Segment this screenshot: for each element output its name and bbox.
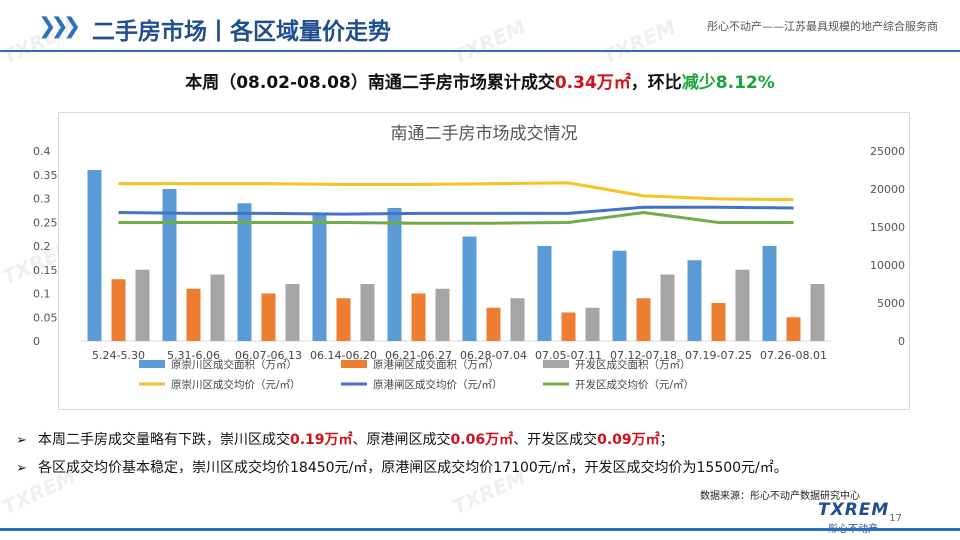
bar [786, 317, 801, 341]
legend-label: 开发区成交均价（元/㎡） [575, 378, 694, 391]
bar [411, 293, 426, 341]
bar [660, 274, 675, 341]
y-left-tick-label: 0.1 [33, 288, 51, 301]
chart-title: 南通二手房市场成交情况 [390, 124, 578, 144]
chart-panel: 南通二手房市场成交情况 0 0.05 0.1 0.15 0.2 0.25 0.3 0.35 0.… [33, 112, 910, 410]
x-tick-label: 07.05-07.11 [535, 349, 602, 362]
bar [711, 303, 726, 341]
y-left-tick-label: 0.4 [33, 145, 51, 158]
bar [612, 250, 627, 341]
bar [162, 189, 177, 341]
page-title: 二手房市场丨各区域量价走势 [92, 19, 391, 45]
y-right-tick-label: 20000 [870, 183, 905, 196]
y-left-tick-label: 0.15 [33, 264, 58, 277]
bar [186, 288, 201, 341]
highlight-value: 0.09万㎡ [597, 432, 660, 448]
y-left-tick-label: 0.2 [33, 240, 51, 253]
bar [687, 260, 702, 341]
x-tick-label: 07.12-07.18 [610, 349, 677, 362]
highlight-value: 0.19万㎡ [290, 432, 353, 448]
highlight-value: 0.06万㎡ [450, 432, 514, 448]
series-line [118, 205, 794, 216]
bar [237, 203, 252, 341]
x-tick-label: 07.19-07.25 [685, 349, 752, 362]
x-tick-label: 5.24-5.30 [92, 349, 145, 362]
series-line [118, 211, 794, 225]
legend-label: 原港闸区成交均价（元/㎡） [373, 378, 503, 391]
bullet-item: ➢ 本周二手房成交量略有下跌，崇川区成交0.19万㎡、原港闸区成交0.06万㎡、开… [16, 428, 946, 456]
x-tick-label: 06.14-06.20 [310, 349, 377, 362]
bar [387, 208, 402, 341]
y-right-tick-label: 25000 [870, 145, 905, 158]
series-line [118, 181, 794, 202]
y-right-tick-label: 10000 [870, 259, 905, 272]
bar [135, 269, 150, 341]
bar [336, 298, 351, 341]
y-right-tick-label: 0 [898, 335, 905, 348]
bullet-item: ➢ 各区成交均价基本稳定，崇川区成交均价18450元/㎡，原港闸区成交均价1710… [16, 456, 946, 484]
summary-headline: 本周（08.02-08.08）南通二手房市场累计成交0.34万㎡，环比减少8.1… [0, 68, 960, 93]
chart-svg: 0 0.05 0.1 0.15 0.2 0.25 0.3 0.35 0.4 0 5000 10000 1… [33, 145, 905, 391]
legend-label: 原港闸区成交面积（万㎡） [373, 358, 499, 371]
bar [111, 279, 126, 341]
legend-label: 开发区成交面积（万㎡） [575, 358, 691, 371]
legend-swatch [543, 360, 569, 368]
bar [462, 236, 477, 341]
bar [762, 246, 777, 341]
footer-divider [0, 528, 960, 531]
bar [486, 307, 501, 341]
summary-total: 0.34万㎡ [554, 73, 631, 93]
y-left-tick-label: 0.05 [33, 311, 58, 324]
data-source: 数据来源：彤心不动产数据研究中心 [700, 491, 860, 502]
page-number: 17 [889, 513, 902, 524]
legend-swatch [341, 360, 367, 368]
x-tick-label: 06.21-06.27 [385, 349, 452, 362]
bullet-list: ➢ 本周二手房成交量略有下跌，崇川区成交0.19万㎡、原港闸区成交0.06万㎡、开… [16, 428, 946, 484]
y-left-tick-label: 0.25 [33, 216, 58, 229]
x-tick-label: 06.07-06.13 [235, 349, 302, 362]
x-tick-label: 06.28-07.04 [460, 349, 527, 362]
bar [561, 312, 576, 341]
bar [585, 307, 600, 341]
y-right-tick-label: 5000 [877, 297, 905, 310]
arrow-bullet-icon: ➢ [16, 461, 27, 476]
bar [735, 269, 750, 341]
legend-swatch [139, 360, 165, 368]
bar [435, 288, 450, 341]
bar [810, 284, 825, 341]
header: ❯❯❯ 二手房市场丨各区域量价走势 彤心不动产——江苏最具规模的地产综合服务商 [0, 0, 960, 54]
x-tick-label: 5.31-6.06 [167, 349, 220, 362]
x-tick-label: 07.26-08.01 [760, 349, 827, 362]
legend-label: 原崇川区成交均价（元/㎡） [171, 378, 301, 391]
y-left-tick-label: 0.3 [33, 193, 51, 206]
y-right-tick-label: 15000 [870, 221, 905, 234]
bar [360, 284, 375, 341]
bar [261, 293, 276, 341]
summary-prefix: 本周（08.02-08.08）南通二手房市场累计成交 [185, 73, 555, 93]
bar [510, 298, 525, 341]
summary-mid: ，环比 [630, 73, 682, 93]
bar [636, 298, 651, 341]
y-left-tick-label: 0.35 [33, 169, 58, 182]
bar [210, 274, 225, 341]
y-left-tick-label: 0 [33, 335, 40, 348]
bar [312, 212, 327, 341]
bar [285, 284, 300, 341]
slogan: 彤心不动产——江苏最具规模的地产综合服务商 [707, 20, 938, 33]
bar [537, 246, 552, 341]
bar [87, 170, 102, 341]
legend-label: 原崇川区成交面积（万㎡） [171, 358, 297, 371]
header-divider [0, 50, 960, 52]
summary-change: 减少8.12% [681, 73, 775, 93]
arrow-bullet-icon: ➢ [16, 433, 27, 448]
chevron-right-icon: ❯❯❯ [38, 14, 81, 39]
